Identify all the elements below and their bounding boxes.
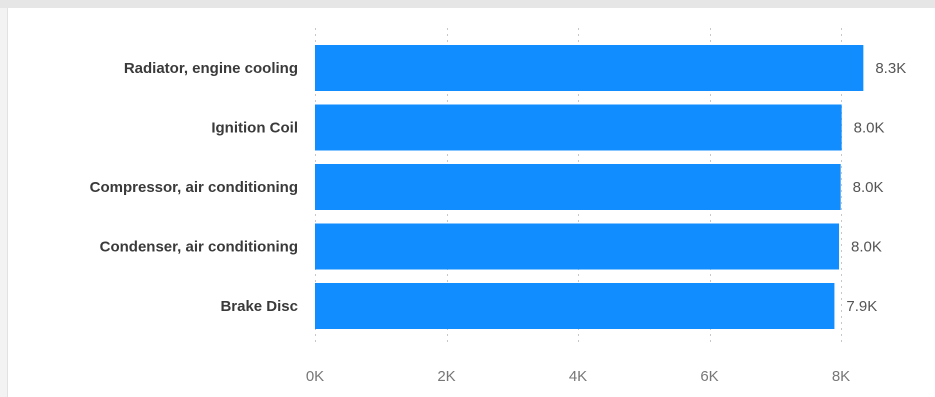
x-tick-label: 0K [306,368,324,385]
bar[interactable] [315,223,840,270]
bar[interactable] [315,45,864,91]
category-label: Radiator, engine cooling [124,60,298,77]
left-border [0,8,8,397]
category-label: Ignition Coil [211,120,298,137]
category-label: Brake Disc [220,298,298,315]
category-label: Compressor, air conditioning [90,179,298,196]
top-border [0,0,935,8]
data-label: 7.9K [846,298,877,315]
data-label: 8.0K [853,179,884,196]
x-tick-label: 2K [437,368,455,385]
x-axis-ticks: 0K 2K 4K 6K 8K [306,368,850,385]
category-label: Condenser, air conditioning [100,239,298,256]
bar[interactable] [315,164,841,210]
data-label: 8.0K [851,239,882,256]
data-labels: 8.3K 8.0K 8.0K 8.0K 7.9K [846,60,906,315]
bars [315,45,864,329]
data-label: 8.3K [875,60,906,77]
x-tick-label: 4K [569,368,587,385]
category-labels: Radiator, engine cooling Ignition Coil Com… [90,60,298,315]
x-tick-label: 6K [700,368,718,385]
data-label: 8.0K [854,120,885,137]
bar[interactable] [315,104,842,151]
bar[interactable] [315,283,835,329]
x-tick-label: 8K [832,368,850,385]
